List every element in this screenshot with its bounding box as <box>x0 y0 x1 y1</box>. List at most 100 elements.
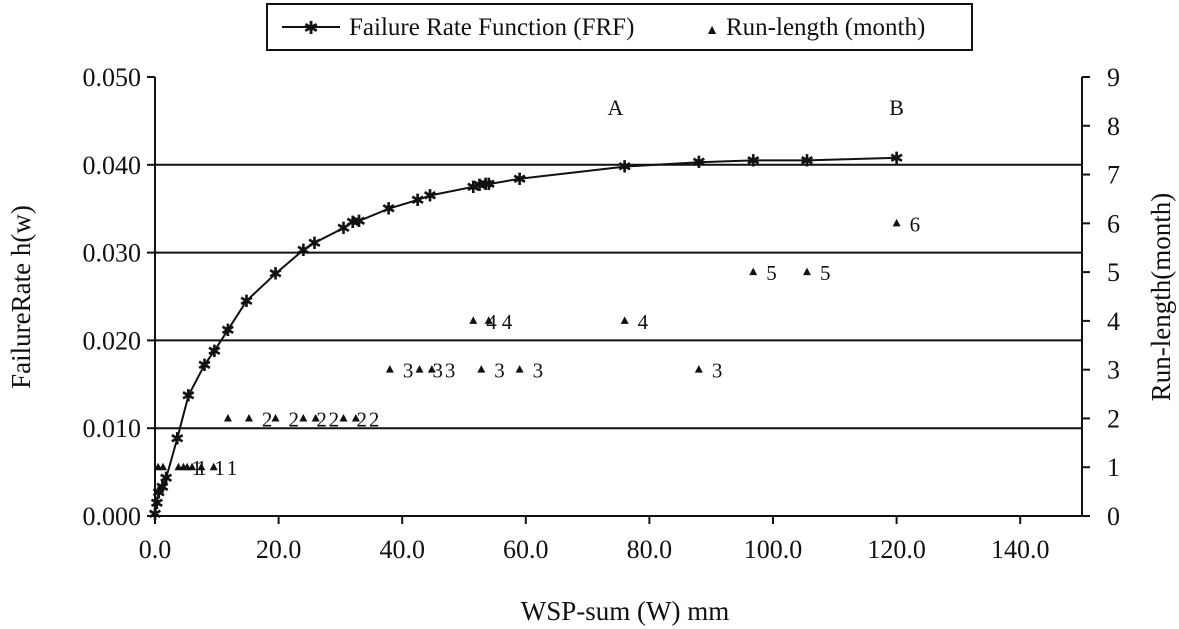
frf-point: ✱ <box>746 151 760 170</box>
frf-point: ✱ <box>346 213 360 232</box>
x-tick-label: 80.0 <box>627 535 673 564</box>
frf-point: ✱ <box>155 478 169 497</box>
frf-point: ✱ <box>423 187 437 206</box>
x-tick-label: 60.0 <box>503 535 549 564</box>
run-length-point <box>892 218 901 227</box>
x-tick-label: 20.0 <box>256 535 302 564</box>
legend-runlength-label: Run-length (month) <box>726 14 925 41</box>
legend-frf-label: Failure Rate Function (FRF) <box>349 14 634 41</box>
x-tick-label: 40.0 <box>379 535 425 564</box>
x-axis-title: WSP-sum (W) mm <box>521 596 730 626</box>
frf-point: ✱ <box>152 483 166 502</box>
run-length-point <box>271 413 280 422</box>
legend-frf-marker: ✱ <box>303 18 318 38</box>
run-length-point <box>802 267 811 276</box>
x-tick-label: 140.0 <box>991 535 1050 564</box>
run-length-point <box>427 365 436 373</box>
y-tick-label: 0.040 <box>83 151 142 180</box>
run-length-label: 3 <box>445 359 456 383</box>
run-length-point <box>223 413 232 422</box>
run-length-label: 3 <box>403 359 414 383</box>
frf-point: ✱ <box>889 149 903 168</box>
run-length-point <box>339 413 348 422</box>
y2-tick-label: 3 <box>1107 356 1120 385</box>
legend-box <box>266 3 973 51</box>
run-length-point <box>515 365 524 373</box>
y2-tick-label: 6 <box>1107 209 1120 238</box>
run-length-label: 3 <box>533 359 544 383</box>
frf-point: ✱ <box>479 175 493 194</box>
tick-labels: 0.0 20.0 40.0 60.0 80.0 100.0 120.0 140.0 0.000 0… <box>83 63 1121 564</box>
x-tick-label: 0.0 <box>139 535 172 564</box>
y2-tick-label: 4 <box>1107 307 1120 336</box>
run-length-point <box>351 413 360 422</box>
frf-point: ✱ <box>466 178 480 197</box>
y2-tick-label: 9 <box>1107 63 1120 92</box>
frf-point: ✱ <box>296 241 310 260</box>
run-length-point <box>694 365 703 373</box>
frf-point: ✱ <box>221 321 235 340</box>
run-length-point <box>385 365 394 373</box>
frf-point: ✱ <box>207 342 221 361</box>
frf-point: ✱ <box>148 505 162 524</box>
frf-point: ✱ <box>411 191 425 210</box>
run-length-point <box>311 413 320 422</box>
run-length-point <box>299 413 308 422</box>
legend: ✱ Failure Rate Function (FRF) ▲ Run-leng… <box>266 3 973 51</box>
run-length-label: 1 <box>227 456 238 480</box>
frf-point: ✱ <box>472 176 486 195</box>
run-length-label: 2 <box>329 407 340 431</box>
run-length-point <box>415 365 424 373</box>
y-tick-label: 0.020 <box>83 326 142 355</box>
run-length-label: 3 <box>433 359 444 383</box>
frf-point: ✱ <box>181 387 195 406</box>
y-tick-label: 0.000 <box>83 502 142 531</box>
frf-point: ✱ <box>692 153 706 172</box>
run-length-label: 2 <box>356 407 367 431</box>
frf-point: ✱ <box>381 200 395 219</box>
frf-point: ✱ <box>239 292 253 311</box>
run-length-label: 6 <box>910 212 921 236</box>
run-length-point <box>188 462 197 471</box>
run-length-point <box>469 316 478 324</box>
series-failure-rate: ✱✱✱✱✱✱✱✱✱✱✱✱✱✱✱✱✱✱ ✱✱ ✱✱✱✱ ✱✱ ✱ ✱ ✱ ✱ <box>148 149 904 524</box>
run-length-point <box>477 365 486 373</box>
run-length-label: 4 <box>638 310 649 334</box>
frf-line <box>154 156 897 515</box>
series-run-length: 1111222222333443343556 <box>154 212 920 480</box>
frf-point: ✱ <box>170 430 184 449</box>
run-length-label: 4 <box>486 310 497 334</box>
run-length-label: 4 <box>502 310 513 334</box>
run-length-label: 3 <box>712 359 723 383</box>
y2-tick-label: 8 <box>1107 112 1120 141</box>
y-axis-title: FailureRate h(w) <box>6 205 36 389</box>
legend-runlength-marker: ▲ <box>705 23 719 38</box>
run-length-label: 1 <box>214 456 225 480</box>
run-length-label: 2 <box>316 407 327 431</box>
y-tick-label: 0.030 <box>83 239 142 268</box>
run-length-point <box>620 316 629 324</box>
run-length-label: 3 <box>494 359 505 383</box>
frf-point: ✱ <box>197 356 211 375</box>
frf-point: ✱ <box>336 219 350 238</box>
annotation-label: B <box>889 95 904 120</box>
run-length-label: 2 <box>289 407 300 431</box>
y2-tick-label: 0 <box>1107 502 1120 531</box>
frf-point: ✱ <box>150 494 164 513</box>
run-length-point <box>159 462 168 471</box>
x-tick-label: 120.0 <box>867 535 926 564</box>
frf-point: ✱ <box>618 158 632 177</box>
frf-point: ✱ <box>800 151 814 170</box>
y2-tick-label: 5 <box>1107 258 1120 287</box>
y2-tick-label: 2 <box>1107 404 1120 433</box>
run-length-label: 2 <box>262 407 273 431</box>
frf-point: ✱ <box>352 212 366 231</box>
run-length-point <box>197 462 206 471</box>
x-tick-label: 100.0 <box>744 535 803 564</box>
y-tick-label: 0.010 <box>83 414 142 443</box>
frf-point: ✱ <box>512 170 526 189</box>
run-length-point <box>484 316 493 324</box>
run-length-label: 1 <box>191 456 202 480</box>
